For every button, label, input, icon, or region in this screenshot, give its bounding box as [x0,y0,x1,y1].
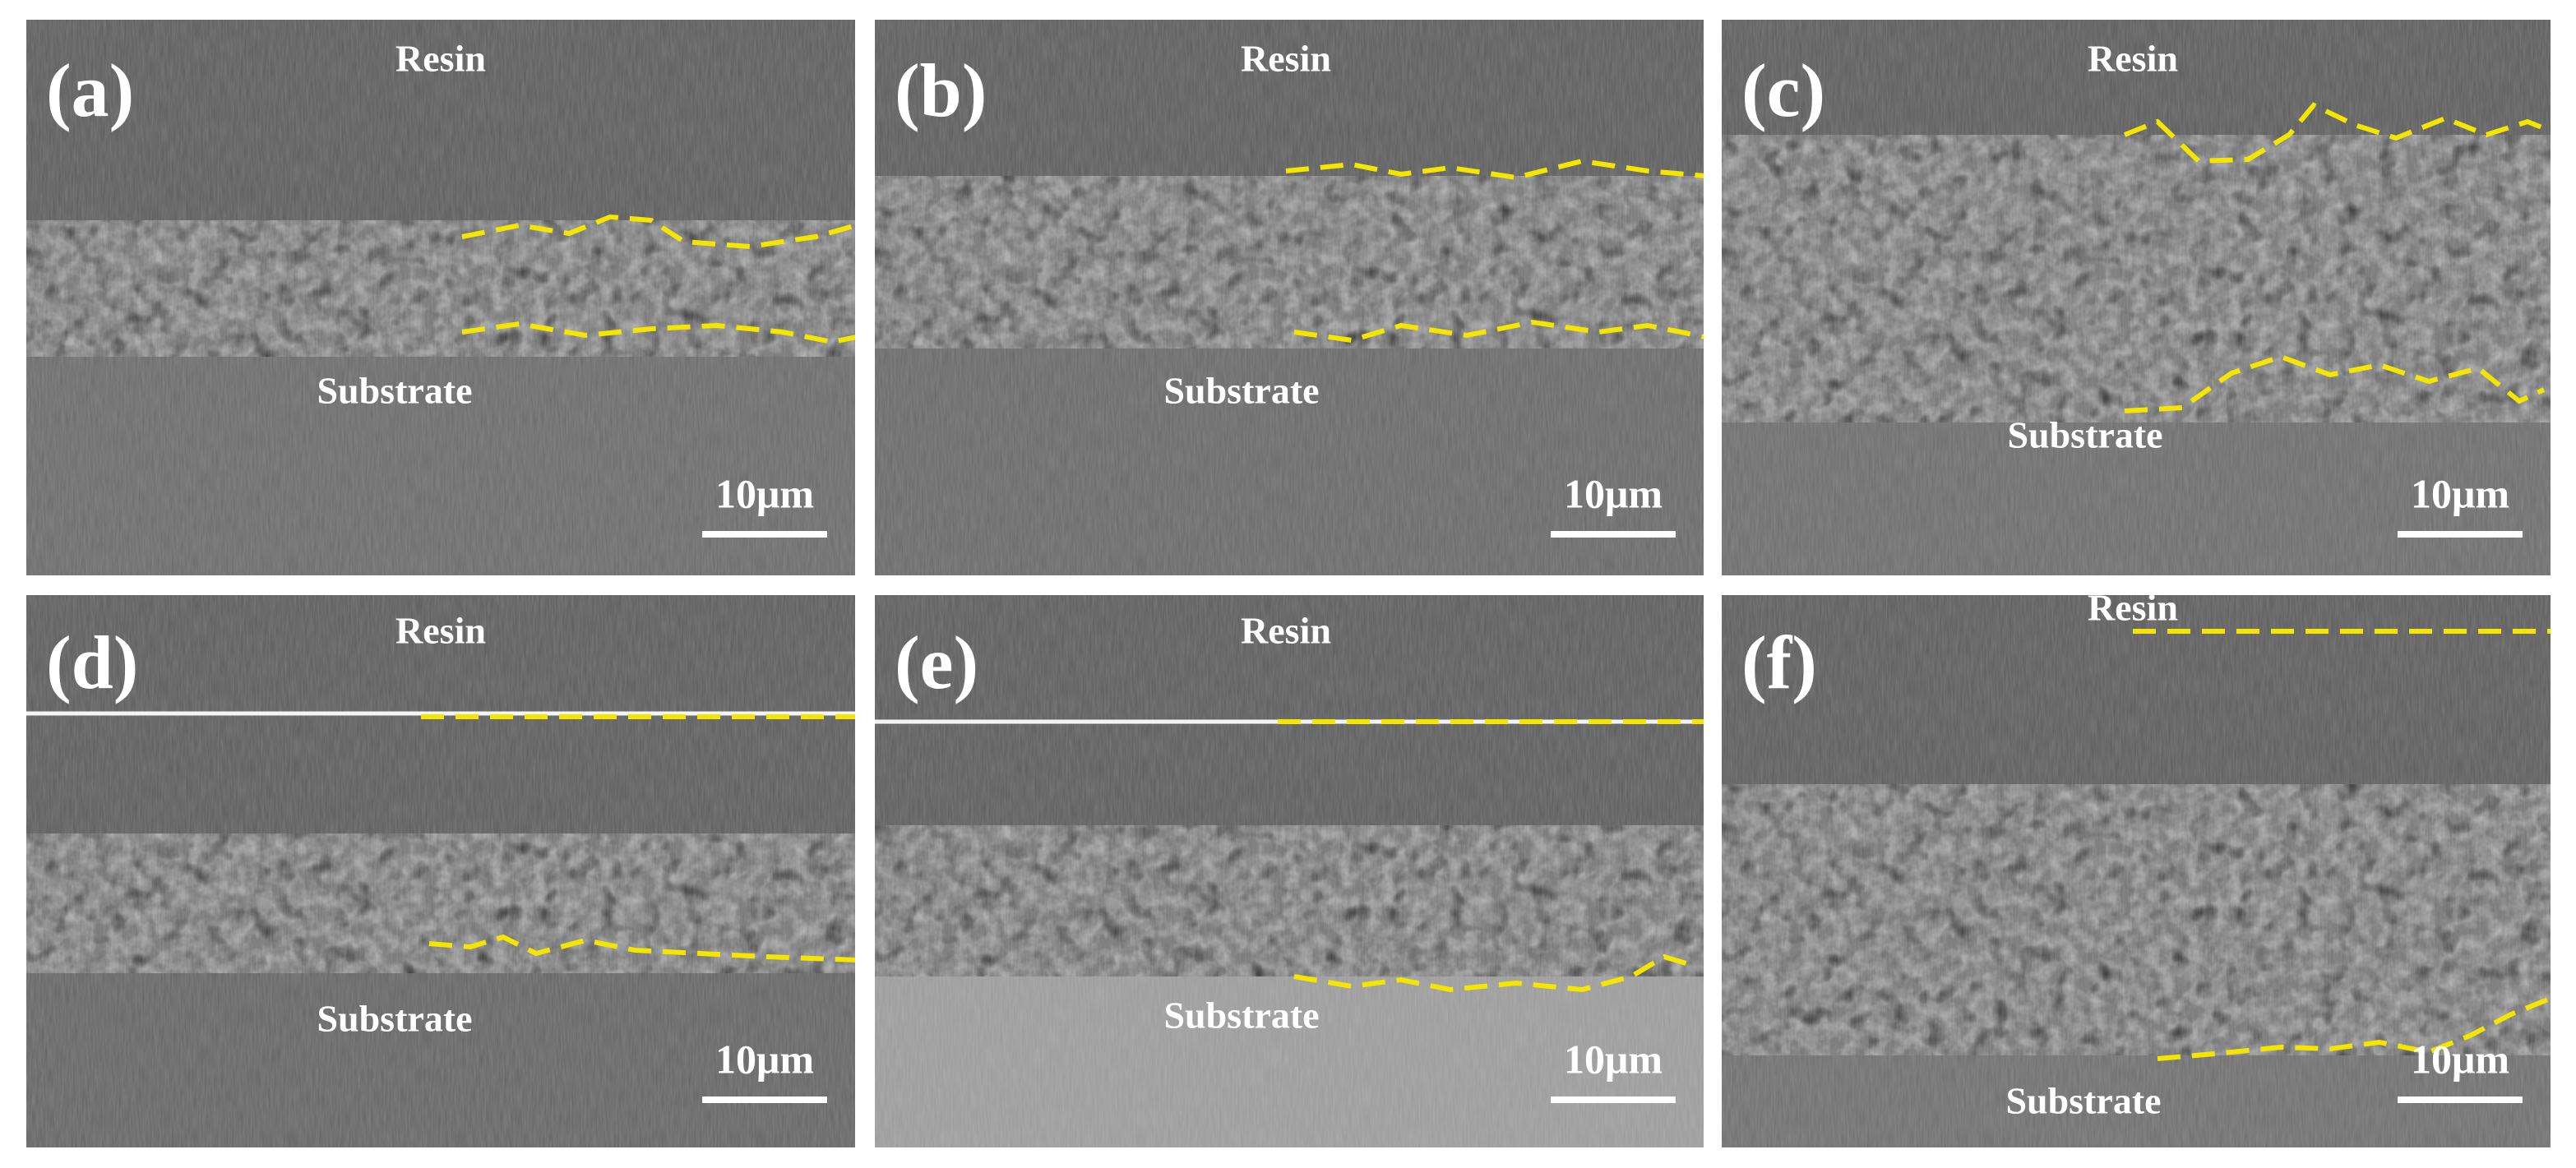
boundary-dash [1293,319,1704,344]
panel: (a) Resin Substrate 10μm [26,20,855,575]
substrate-label: Substrate [1163,995,1319,1036]
substrate-label: Substrate [317,998,472,1040]
micrograph [875,595,1704,1147]
scale-bar [2398,1096,2523,1103]
boundary-dash [2123,102,2551,164]
scale-bar-label: 10μm [715,1036,814,1082]
panel: (c) Resin Substrate 10μm [1722,20,2551,575]
resin-label: Resin [1241,38,1331,80]
scale-bar [1551,531,1676,538]
panel: (e) Resin Substrate 10μm [875,595,1704,1147]
polish-scratches [875,20,1704,575]
substrate-label: Substrate [317,370,472,412]
panel-label: (c) [1741,48,1825,132]
boundary-dash [2124,353,2546,413]
polish-scratches [1722,595,2551,1147]
boundary-dash [1285,158,1704,181]
polish-scratches [875,595,1704,1147]
panel-label: (e) [895,621,978,704]
scale-bar-label: 10μm [1564,1036,1663,1082]
resin-label: Resin [395,610,486,652]
panel: (f) Resin Substrate 10μm [1722,587,2551,1147]
panel: (b) Resin Substrate 10μm [875,20,1704,575]
resin-label: Resin [1241,610,1331,652]
micrograph [26,20,855,575]
micrograph [1722,595,2551,1147]
panel-label: (b) [895,48,987,132]
boundary-dash [2157,995,2551,1061]
resin-label: Resin [2088,587,2178,629]
scale-bar-label: 10μm [715,470,814,516]
polish-scratches [26,20,855,575]
micrograph [26,595,855,1147]
polish-scratches [26,595,855,1147]
scale-bar [1551,1096,1676,1103]
scale-bar [702,1096,827,1103]
micrograph [1722,20,2551,575]
scale-bar [702,531,827,538]
polish-scratches [1722,20,2551,575]
substrate-label: Substrate [2007,414,2162,456]
boundary-dash [461,214,855,250]
scale-bar-label: 10μm [2411,470,2509,516]
resin-label: Resin [2088,38,2178,80]
substrate-label: Substrate [2005,1080,2161,1122]
panel-label: (a) [46,48,134,132]
boundary-dash [461,321,855,345]
resin-label: Resin [395,38,486,80]
panel-label: (d) [46,621,138,704]
micrograph [875,20,1704,575]
scale-bar [2398,531,2523,538]
boundary-dash [428,934,855,963]
panel: (d) Resin Substrate 10μm [26,595,855,1147]
substrate-label: Substrate [1163,370,1319,412]
scale-bar-label: 10μm [2411,1036,2509,1082]
panel-label: (f) [1741,621,1817,704]
scale-bar-label: 10μm [1564,470,1663,516]
boundary-dash [1293,953,1698,993]
